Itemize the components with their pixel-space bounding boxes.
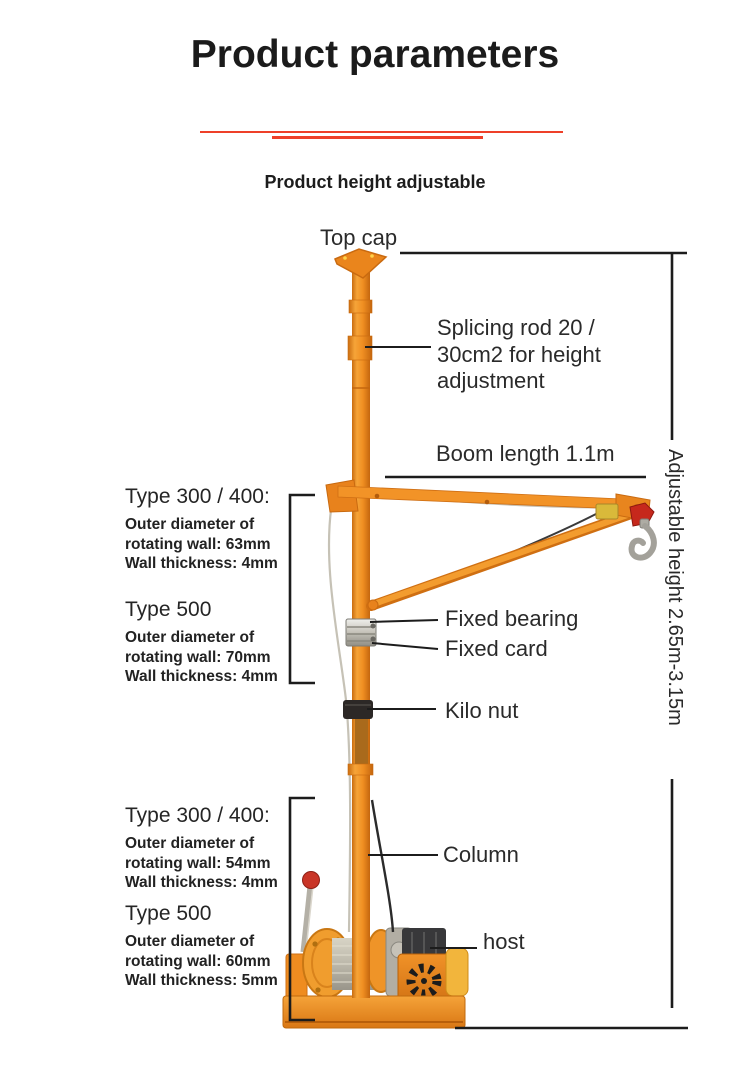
hook [628, 502, 657, 561]
handle-knob [302, 871, 320, 889]
callout-kilo-nut: Kilo nut [445, 698, 519, 723]
callout-splicing-rod: Splicing rod 20 / 30cm2 for height adjus… [437, 315, 601, 393]
spec-line: Outer diameter of [125, 835, 255, 852]
spec-line: Wall thickness: 4mm [125, 874, 278, 891]
leader-fixed-bearing [369, 619, 439, 623]
spec-block-lower-type-500: Type 500 Outer diameter of rotating wall… [125, 902, 315, 991]
callout-adjustable-height: Adjustable height 2.65m-3.15m [664, 449, 686, 726]
spec-line: rotating wall: 70mm [125, 648, 271, 666]
spec-heading: Type 300 / 400: [125, 485, 270, 508]
top-cap-plate [334, 248, 388, 279]
boom-arm [325, 479, 651, 611]
callout-host: host [483, 929, 525, 954]
kilo-nut-ring [343, 700, 373, 719]
spec-line: Outer diameter of [125, 629, 255, 646]
spec-line: rotating wall: 63mm [125, 535, 271, 553]
left-bracket-upper [288, 493, 315, 685]
spec-line: Wall thickness: 4mm [125, 668, 278, 685]
spec-heading: Type 300 / 400: [125, 804, 270, 827]
page-title: Product parameters [190, 33, 560, 76]
spec-line: Outer diameter of [125, 516, 255, 533]
spec-heading: Type 500 [125, 598, 212, 621]
callout-top-cap: Top cap [320, 225, 398, 250]
spec-heading: Type 500 [125, 902, 212, 925]
callout-column: Column [443, 842, 519, 867]
spec-block-upper-type-300-400: Type 300 / 400: Outer diameter of rotati… [125, 485, 315, 574]
fixed-bearing-clamp [345, 618, 377, 647]
spec-line: Outer diameter of [125, 933, 255, 950]
spec-line: rotating wall: 54mm [125, 854, 271, 872]
spec-line: Wall thickness: 5mm [125, 972, 278, 989]
callout-fixed-card: Fixed card [445, 636, 548, 661]
red-divider-line-long [200, 131, 563, 133]
red-divider-line-short [272, 136, 483, 139]
measurement-lines [288, 251, 688, 1030]
left-bracket-lower [288, 796, 315, 1022]
callout-fixed-bearing: Fixed bearing [445, 606, 579, 631]
winch-host-assembly [282, 871, 469, 1029]
spec-line: rotating wall: 60mm [125, 952, 271, 970]
callout-boom-length: Boom length 1.1m [436, 441, 615, 466]
section-subtitle: Product height adjustable [264, 172, 486, 192]
leader-fixed-card [371, 642, 439, 650]
spec-block-upper-type-500: Type 500 Outer diameter of rotating wall… [125, 598, 315, 687]
base-plate [282, 995, 466, 1029]
spec-block-lower-type-300-400: Type 300 / 400: Outer diameter of rotati… [125, 804, 315, 893]
leader-lines [365, 346, 477, 949]
spec-line: Wall thickness: 4mm [125, 555, 278, 572]
